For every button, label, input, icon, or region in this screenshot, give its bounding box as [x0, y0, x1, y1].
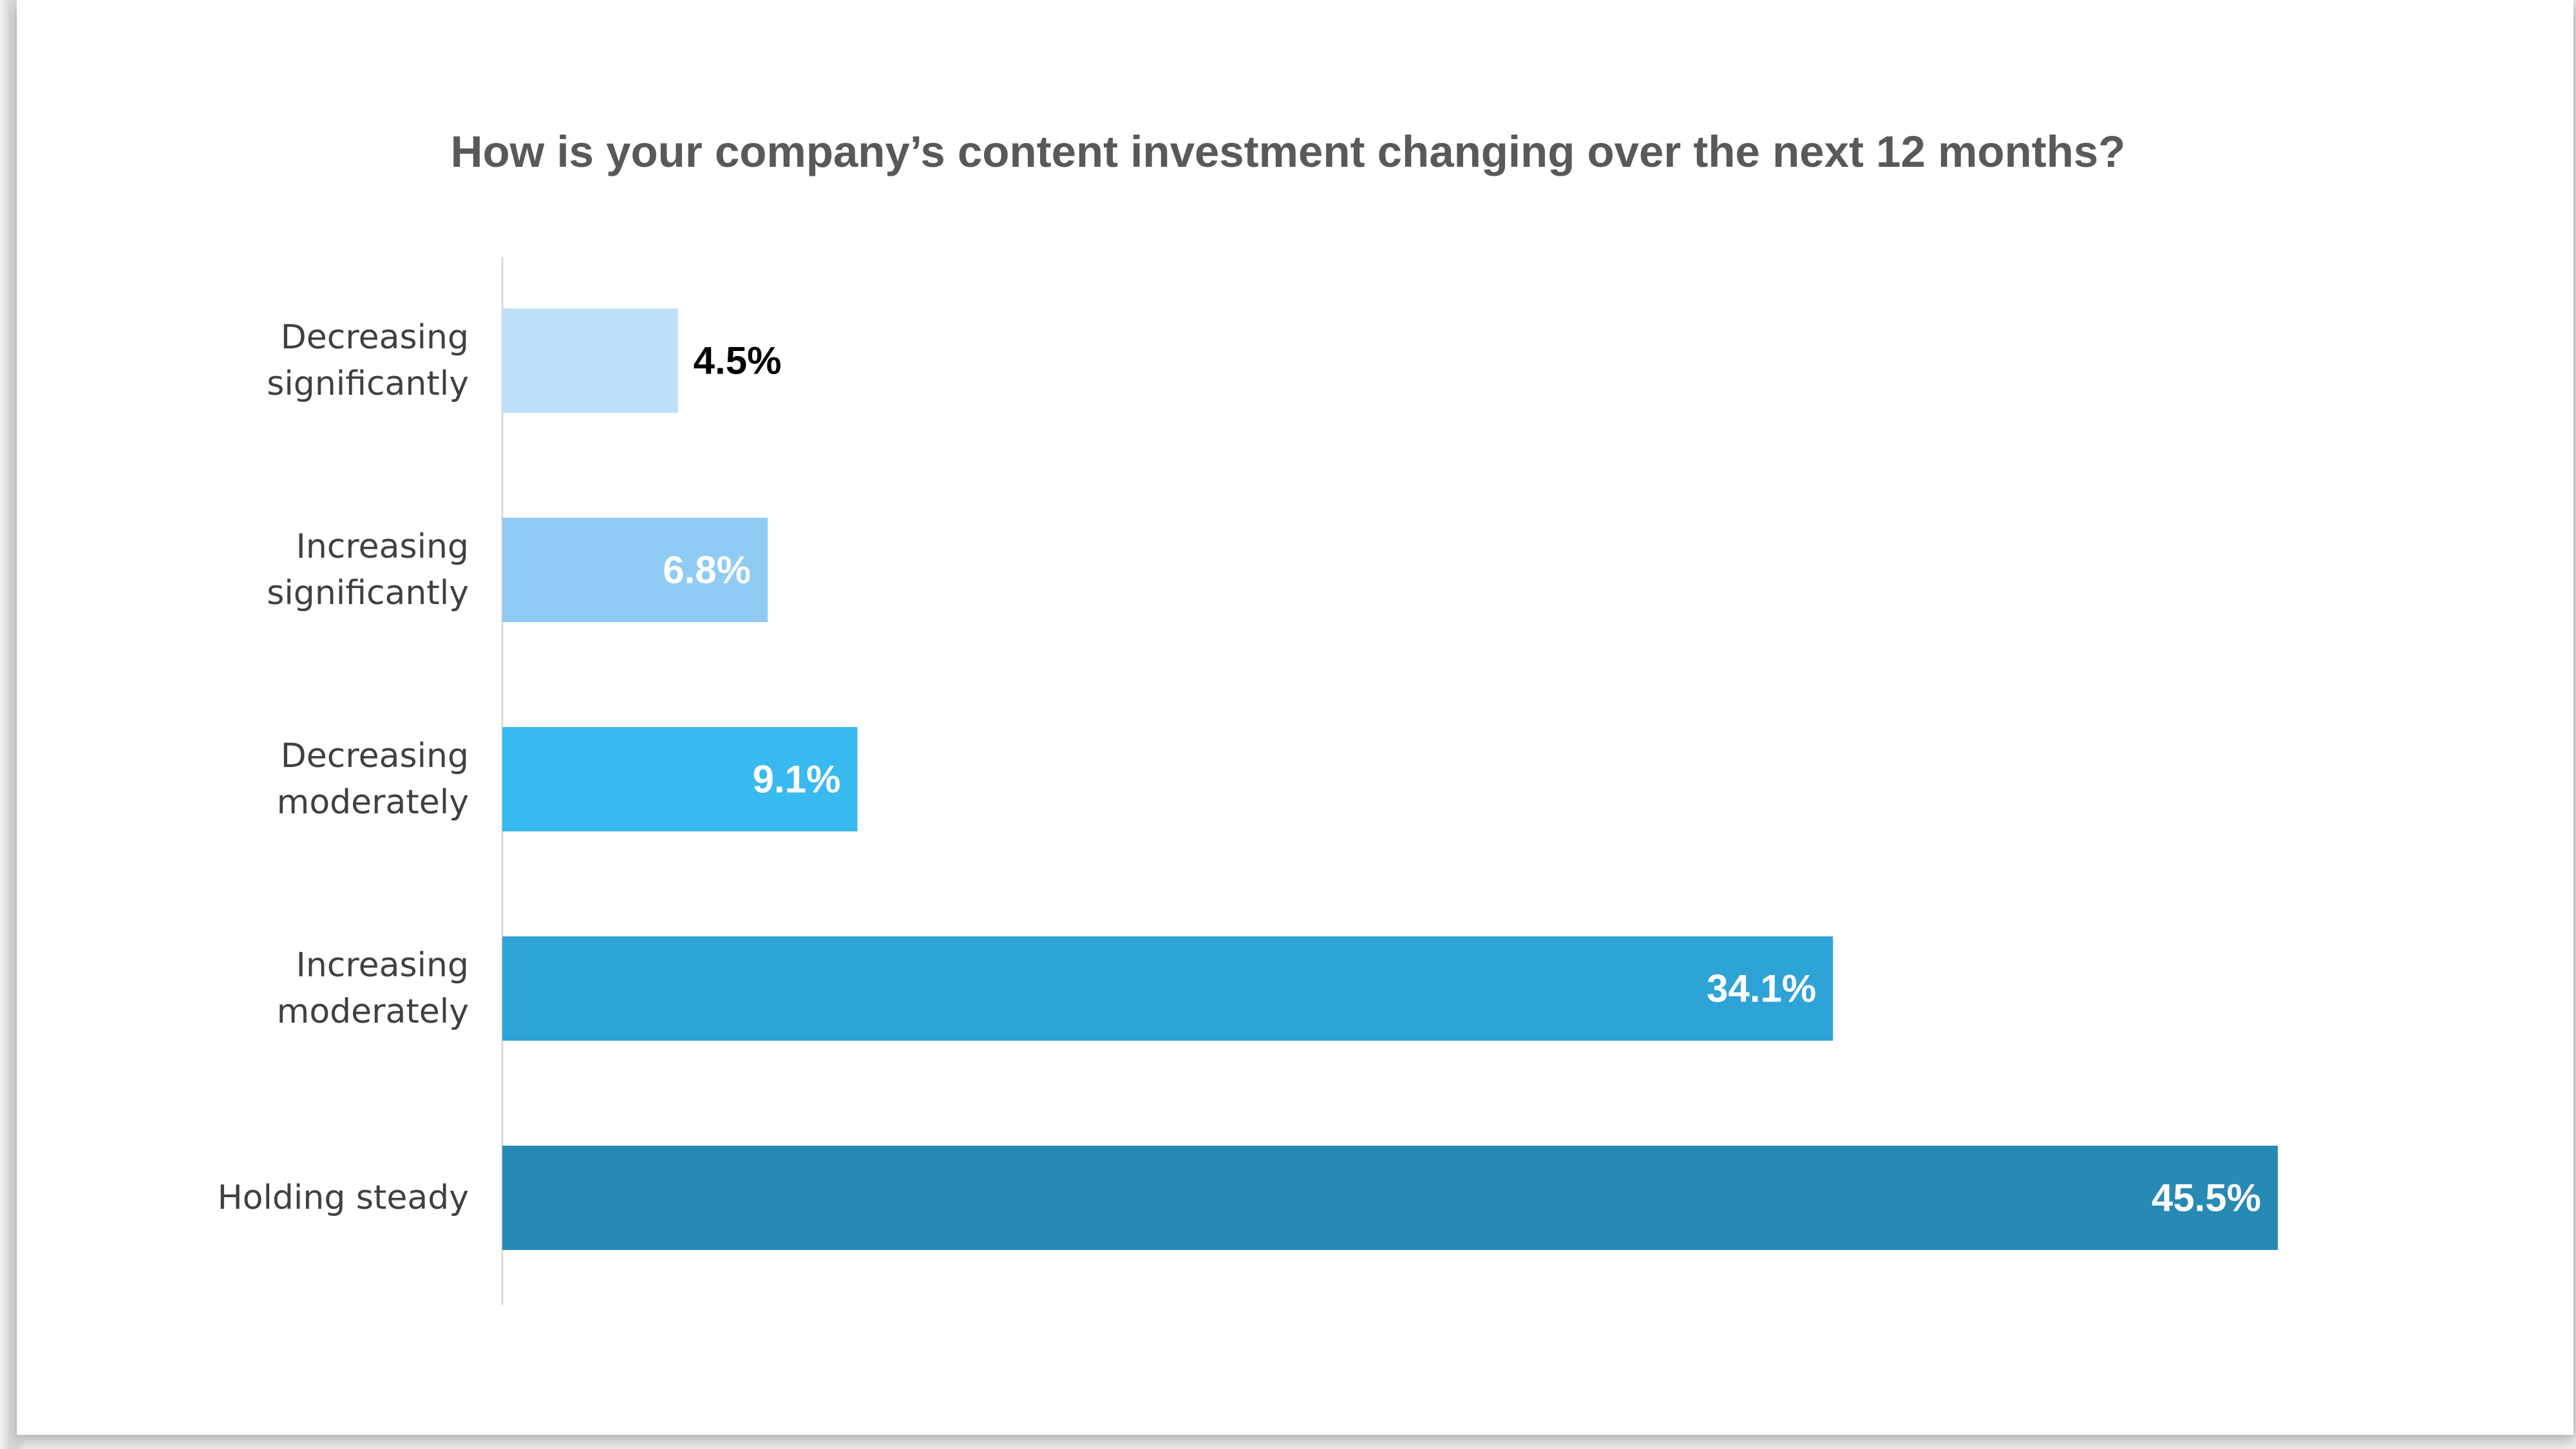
category-label-2: Increasing significantly: [267, 527, 469, 612]
value-labels-group: 4.5% 6.8% 9.1% 34.1% 45.5%: [663, 339, 2261, 1220]
category-label-1: Decreasing significantly: [267, 318, 469, 403]
category-label-3: Decreasing moderately: [277, 737, 469, 822]
category-label-5: Holding steady: [218, 1179, 469, 1217]
category-label-4: Increasing moderately: [277, 946, 469, 1031]
bar-3: [502, 727, 858, 831]
bar-5: [502, 1146, 2278, 1250]
value-label-5: 45.5%: [2152, 1177, 2261, 1220]
bars-group: [502, 308, 2278, 1250]
value-label-1: 4.5%: [694, 339, 782, 383]
value-label-4: 34.1%: [1707, 967, 1816, 1010]
value-label-3: 9.1%: [753, 758, 841, 801]
chart-title: How is your company’s content investment…: [450, 127, 2126, 176]
category-labels-group: Decreasing significantly Increasing signifi…: [218, 318, 469, 1217]
bar-1: [502, 308, 678, 413]
bar-2: [502, 518, 768, 622]
bar-4: [502, 936, 1833, 1041]
value-label-2: 6.8%: [663, 549, 751, 592]
